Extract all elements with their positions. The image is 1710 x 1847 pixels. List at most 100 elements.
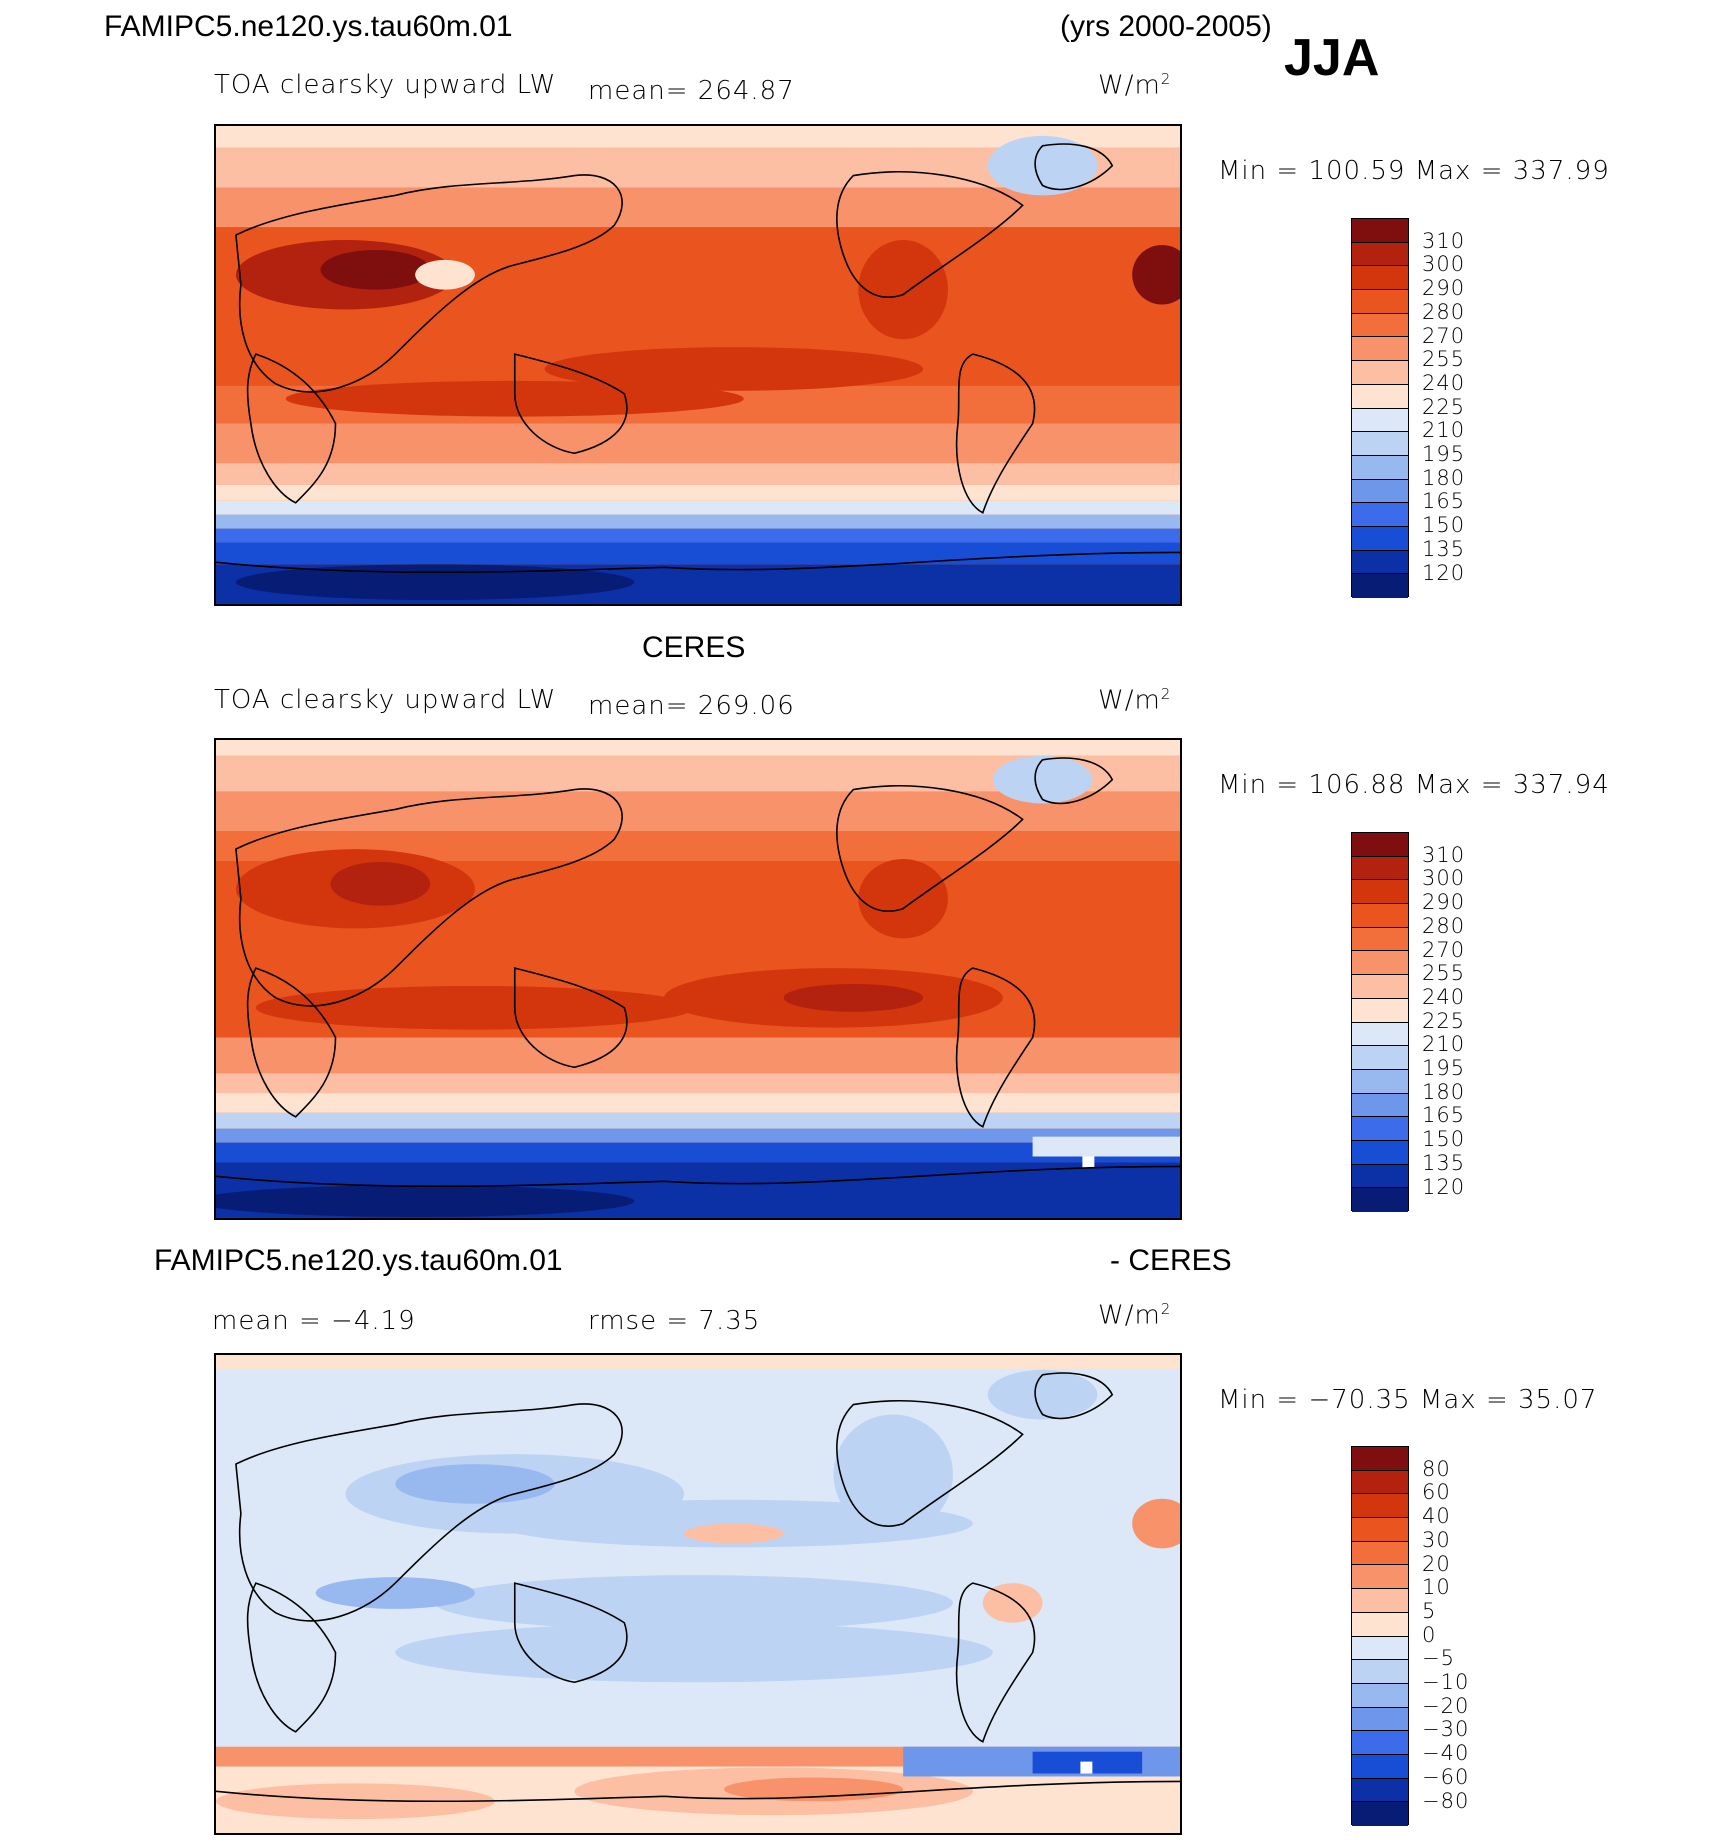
colorbar-label: 290: [1422, 890, 1466, 915]
colorbar-swatch: [1352, 856, 1408, 881]
colorbar-swatch: [1352, 1707, 1408, 1732]
colorbar-label: 240: [1422, 984, 1466, 1009]
season-label: JJA: [1284, 29, 1380, 87]
colorbar-swatch: [1352, 1117, 1408, 1141]
colorbar-label: 210: [1422, 418, 1466, 443]
panel3-colorbar: [1351, 1446, 1409, 1826]
colorbar-swatch: [1352, 526, 1408, 551]
colorbar-swatch: [1352, 242, 1408, 267]
colorbar-label: 310: [1422, 842, 1466, 867]
panel2-colorbar: [1351, 832, 1409, 1212]
colorbar-swatch: [1352, 432, 1408, 456]
panel2-units: W/m2: [1098, 685, 1172, 716]
panel2-var-label: TOA clearsky upward LW: [214, 685, 557, 715]
colorbar-label: 60: [1422, 1480, 1451, 1505]
colorbar-label: 150: [1422, 513, 1466, 538]
colorbar-label: 280: [1422, 913, 1466, 938]
colorbar-label: −80: [1422, 1788, 1470, 1813]
colorbar-label: 135: [1422, 536, 1466, 561]
colorbar-label: 0: [1422, 1622, 1437, 1647]
panel3-heading-right: - CERES: [1110, 1244, 1232, 1277]
panel3-rmse-label: rmse = 7.35: [588, 1306, 761, 1336]
panel1-minmax: Min = 100.59 Max = 337.99: [1218, 156, 1610, 186]
panel3-map: [214, 1353, 1182, 1835]
panel2-minmax: Min = 106.88 Max = 337.94: [1218, 770, 1610, 800]
colorbar-swatch: [1352, 1612, 1408, 1637]
colorbar-label: 20: [1422, 1551, 1451, 1576]
case-title: FAMIPC5.ne120.ys.tau60m.01: [104, 10, 513, 43]
colorbar-swatch: [1352, 1731, 1408, 1755]
colorbar-swatch: [1352, 998, 1408, 1023]
colorbar-swatch: [1352, 1802, 1408, 1826]
colorbar-swatch: [1352, 1541, 1408, 1566]
colorbar-label: 165: [1422, 1103, 1466, 1128]
colorbar-label: 10: [1422, 1575, 1451, 1600]
colorbar-swatch: [1352, 833, 1408, 857]
colorbar-swatch: [1352, 1470, 1408, 1495]
colorbar-swatch: [1352, 337, 1408, 362]
colorbar-swatch: [1352, 951, 1408, 976]
colorbar-swatch: [1352, 1093, 1408, 1118]
colorbar-label: −40: [1422, 1741, 1470, 1766]
colorbar-swatch: [1352, 479, 1408, 504]
panel3-mean-label: mean = −4.19: [212, 1306, 416, 1336]
colorbar-swatch: [1352, 904, 1408, 928]
colorbar-swatch: [1352, 927, 1408, 952]
panel2-map: [214, 738, 1182, 1220]
panel3-units: W/m2: [1098, 1300, 1172, 1331]
colorbar-label: 255: [1422, 347, 1466, 372]
panel2-mean-label: mean= 269.06: [588, 691, 795, 721]
panel2-heading: CERES: [642, 631, 746, 664]
colorbar-label: 300: [1422, 866, 1466, 891]
colorbar-label: −60: [1422, 1764, 1470, 1789]
colorbar-label: 240: [1422, 370, 1466, 395]
colorbar-label: 150: [1422, 1127, 1466, 1152]
panel3-heading: FAMIPC5.ne120.ys.tau60m.01: [154, 1244, 563, 1277]
colorbar-swatch: [1352, 1518, 1408, 1542]
colorbar-label: 225: [1422, 394, 1466, 419]
colorbar-swatch: [1352, 1754, 1408, 1779]
panel1-map: [214, 124, 1182, 606]
colorbar-label: 255: [1422, 961, 1466, 986]
colorbar-label: 210: [1422, 1032, 1466, 1057]
colorbar-label: 195: [1422, 442, 1466, 466]
colorbar-swatch: [1352, 408, 1408, 433]
colorbar-label: 120: [1422, 560, 1466, 585]
colorbar-label: 280: [1422, 299, 1466, 324]
colorbar-label: 225: [1422, 1008, 1466, 1033]
colorbar-swatch: [1352, 503, 1408, 527]
colorbar-label: 300: [1422, 252, 1466, 277]
colorbar-swatch: [1352, 1494, 1408, 1519]
colorbar-swatch: [1352, 880, 1408, 905]
colorbar-label: −30: [1422, 1717, 1470, 1742]
panel1-mean-label: mean= 264.87: [588, 76, 795, 106]
panel1-colorbar: [1351, 218, 1409, 598]
colorbar-label: 195: [1422, 1056, 1466, 1080]
colorbar-label: 120: [1422, 1174, 1466, 1199]
colorbar-swatch: [1352, 550, 1408, 575]
colorbar-label: 135: [1422, 1150, 1466, 1175]
colorbar-label: 80: [1422, 1456, 1451, 1481]
colorbar-swatch: [1352, 1778, 1408, 1803]
colorbar-swatch: [1352, 361, 1408, 385]
panel3-minmax: Min = −70.35 Max = 35.07: [1218, 1385, 1598, 1415]
colorbar-label: −20: [1422, 1693, 1470, 1718]
panel1-var-label: TOA clearsky upward LW: [214, 70, 557, 100]
colorbar-label: 165: [1422, 489, 1466, 514]
colorbar-label: 270: [1422, 937, 1466, 962]
colorbar-label: −5: [1422, 1646, 1455, 1671]
colorbar-swatch: [1352, 1046, 1408, 1070]
colorbar-swatch: [1352, 1565, 1408, 1590]
colorbar-swatch: [1352, 1069, 1408, 1094]
colorbar-swatch: [1352, 1447, 1408, 1471]
colorbar-swatch: [1352, 1022, 1408, 1047]
colorbar-label: 180: [1422, 1079, 1466, 1104]
colorbar-swatch: [1352, 1660, 1408, 1684]
years-label: (yrs 2000-2005): [1060, 10, 1272, 43]
colorbar-swatch: [1352, 1164, 1408, 1189]
colorbar-label: 270: [1422, 323, 1466, 348]
colorbar-label: 30: [1422, 1527, 1451, 1552]
colorbar-swatch: [1352, 266, 1408, 291]
colorbar-swatch: [1352, 1683, 1408, 1708]
colorbar-label: 180: [1422, 465, 1466, 490]
